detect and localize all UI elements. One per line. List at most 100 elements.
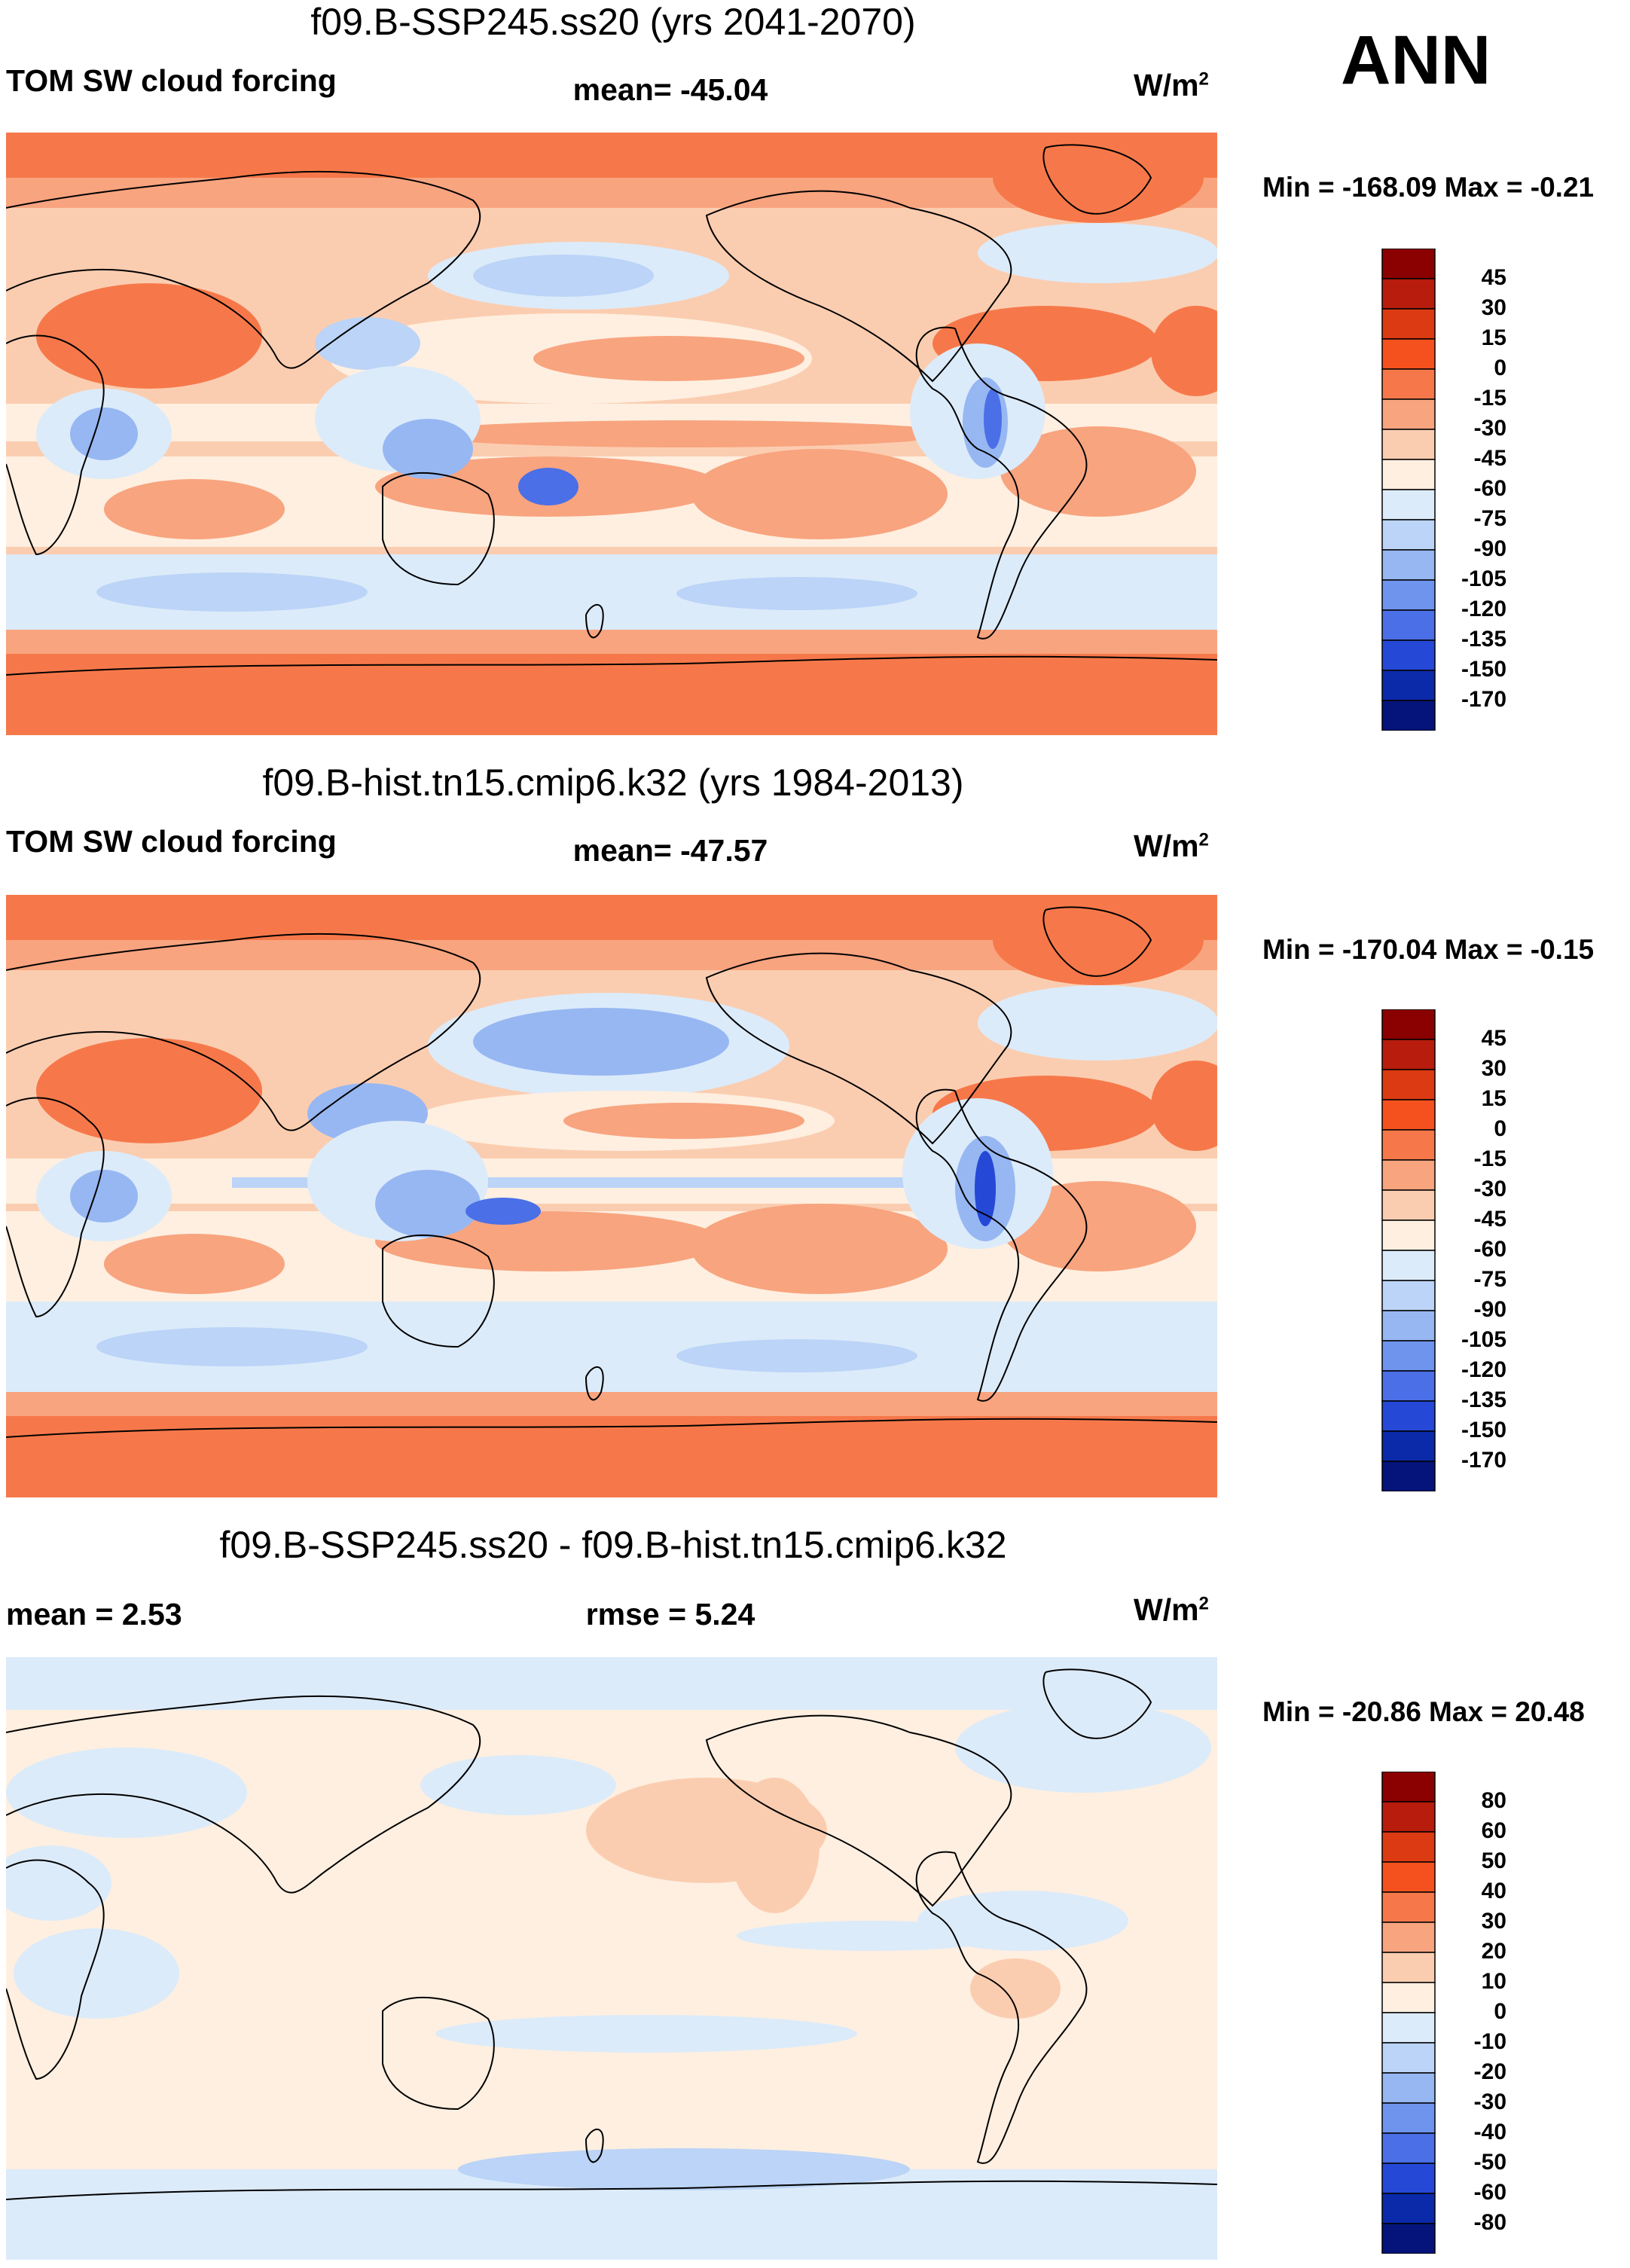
colorbar-swatch <box>1381 2193 1436 2224</box>
colorbar-swatch <box>1381 2012 1436 2044</box>
colorbar-tick-label: -45 <box>1473 1207 1506 1232</box>
panel3-title: f09.B-SSP245.ss20 - f09.B-hist.tn15.cmip… <box>219 1524 1007 1566</box>
colorbar-tick-label: -105 <box>1461 1327 1506 1352</box>
colorbar-swatch <box>1381 1340 1436 1372</box>
colorbar-tick-label: -20 <box>1473 2059 1506 2084</box>
colorbar-tick-label: 0 <box>1494 1999 1506 2024</box>
colorbar-tick-label: -30 <box>1473 2089 1506 2114</box>
colorbar-swatch <box>1381 429 1436 460</box>
panel3-units: W/m2 <box>1134 1592 1209 1627</box>
colorbar-swatch <box>1381 1922 1436 1953</box>
colorbar-swatch <box>1381 700 1436 731</box>
colorbar-tick-label: -50 <box>1473 2150 1506 2175</box>
panel3-mean: mean = 2.53 <box>6 1597 182 1632</box>
colorbar-swatch <box>1381 1039 1436 1070</box>
colorbar-tick-label: 60 <box>1481 1818 1506 1843</box>
colorbar-swatch <box>1381 2102 1436 2134</box>
colorbar-swatch <box>1381 1891 1436 1923</box>
panel2-map <box>6 895 1217 1497</box>
colorbar-tick-label: -60 <box>1473 476 1506 501</box>
colorbar-tick-label: -105 <box>1461 566 1506 591</box>
colorbar-tick-label: -15 <box>1473 1146 1506 1171</box>
colorbar-tick-label: -80 <box>1473 2210 1506 2235</box>
panel3-minmax: Min = -20.86 Max = 20.48 <box>1262 1696 1585 1727</box>
panel3-rmse: rmse = 5.24 <box>585 1597 755 1632</box>
colorbar-swatch <box>1381 1129 1436 1161</box>
colorbar-tick-label: -45 <box>1473 446 1506 471</box>
colorbar-swatch <box>1381 2042 1436 2074</box>
colorbar-tick-label: -150 <box>1461 657 1506 682</box>
colorbar-swatch <box>1381 1861 1436 1893</box>
panel3-colorbar <box>1381 1772 1436 2254</box>
colorbar-swatch <box>1381 1370 1436 1402</box>
colorbar-tick-label: -150 <box>1461 1418 1506 1442</box>
colorbar-tick-label: 45 <box>1481 265 1506 290</box>
colorbar-tick-label: 10 <box>1481 1969 1506 1994</box>
panel2-minmax: Min = -170.04 Max = -0.15 <box>1262 934 1595 965</box>
colorbar-swatch <box>1381 1009 1436 1040</box>
colorbar-swatch <box>1381 338 1436 370</box>
colorbar-swatch <box>1381 1952 1436 1983</box>
colorbar-swatch <box>1381 1430 1436 1462</box>
colorbar-swatch <box>1381 278 1436 310</box>
colorbar-swatch <box>1381 1280 1436 1311</box>
colorbar-tick-label: -90 <box>1473 1297 1506 1322</box>
colorbar-tick-label: -90 <box>1473 536 1506 561</box>
colorbar-swatch <box>1381 670 1436 701</box>
colorbar-tick-label: -60 <box>1473 2180 1506 2205</box>
colorbar-swatch <box>1381 639 1436 671</box>
colorbar-swatch <box>1381 1831 1436 1863</box>
colorbar-tick-label: -135 <box>1461 1387 1506 1412</box>
colorbar-tick-label: -75 <box>1473 506 1506 531</box>
colorbar-swatch <box>1381 1400 1436 1432</box>
colorbar-swatch <box>1381 249 1436 279</box>
panel1-mean: mean= -45.04 <box>572 72 768 107</box>
panel2-units: W/m2 <box>1134 829 1209 863</box>
colorbar-tick-label: -40 <box>1473 2120 1506 2144</box>
colorbar-tick-label: -60 <box>1473 1237 1506 1262</box>
panel2-mean: mean= -47.57 <box>572 833 768 868</box>
panel1-title: f09.B-SSP245.ss20 (yrs 2041-2070) <box>310 1 916 43</box>
colorbar-tick-label: 45 <box>1481 1026 1506 1051</box>
colorbar-swatch <box>1381 2132 1436 2164</box>
colorbar-swatch <box>1381 1982 1436 2013</box>
colorbar-swatch <box>1381 489 1436 520</box>
colorbar-swatch <box>1381 1310 1436 1342</box>
panel3-map <box>6 1657 1217 2260</box>
colorbar-tick-label: 20 <box>1481 1939 1506 1964</box>
colorbar-tick-label: 30 <box>1481 1056 1506 1081</box>
colorbar-tick-label: -15 <box>1473 386 1506 411</box>
colorbar-tick-label: -120 <box>1461 1357 1506 1382</box>
colorbar-tick-label: -170 <box>1461 687 1506 712</box>
colorbar-tick-label: 40 <box>1481 1879 1506 1903</box>
colorbar-swatch <box>1381 549 1436 581</box>
colorbar-tick-label: 15 <box>1481 325 1506 350</box>
colorbar-swatch <box>1381 2072 1436 2104</box>
colorbar-tick-label: 15 <box>1481 1086 1506 1111</box>
colorbar-swatch <box>1381 609 1436 641</box>
colorbar-swatch <box>1381 1159 1436 1191</box>
colorbar-swatch <box>1381 1250 1436 1281</box>
colorbar-tick-label: 80 <box>1481 1788 1506 1813</box>
colorbar-swatch <box>1381 1069 1436 1100</box>
colorbar-swatch <box>1381 1772 1436 1802</box>
colorbar-tick-label: -10 <box>1473 2029 1506 2054</box>
colorbar-tick-label: -30 <box>1473 416 1506 441</box>
colorbar-tick-label: -75 <box>1473 1267 1506 1292</box>
colorbar-swatch <box>1381 1099 1436 1131</box>
colorbar-swatch <box>1381 368 1436 400</box>
panel1-map <box>6 133 1217 735</box>
colorbar-tick-label: -135 <box>1461 627 1506 652</box>
colorbar-tick-label: 0 <box>1494 356 1506 380</box>
colorbar-tick-label: 50 <box>1481 1848 1506 1873</box>
panel1-variable: TOM SW cloud forcing <box>6 63 337 98</box>
colorbar-tick-label: 30 <box>1481 295 1506 320</box>
colorbar-swatch <box>1381 519 1436 551</box>
colorbar-swatch <box>1381 398 1436 430</box>
colorbar-tick-label: -30 <box>1473 1177 1506 1201</box>
colorbar-swatch <box>1381 459 1436 490</box>
colorbar-tick-label: 30 <box>1481 1909 1506 1934</box>
colorbar-tick-label: -170 <box>1461 1448 1506 1473</box>
colorbar-swatch <box>1381 2163 1436 2194</box>
panel2-title: f09.B-hist.tn15.cmip6.k32 (yrs 1984-2013… <box>262 762 964 804</box>
